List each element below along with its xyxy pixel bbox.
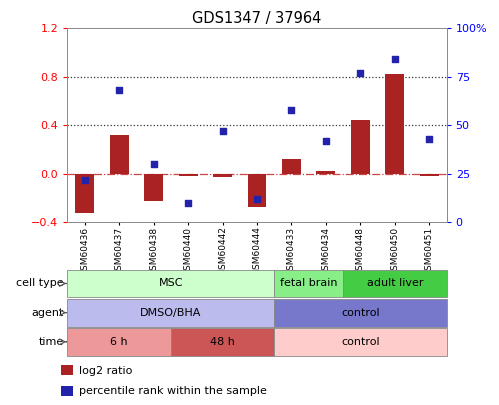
Text: fetal brain: fetal brain: [280, 279, 337, 288]
Text: control: control: [341, 308, 380, 318]
Text: DMSO/BHA: DMSO/BHA: [140, 308, 202, 318]
Bar: [420, 174, 439, 176]
Bar: [61, 386, 73, 396]
Text: cell type: cell type: [16, 279, 63, 288]
Point: [219, 128, 227, 134]
Text: agent: agent: [31, 308, 63, 318]
Bar: [67, 269, 274, 298]
Point: [115, 87, 123, 94]
Bar: [67, 298, 274, 327]
Bar: [171, 328, 274, 356]
Title: GDS1347 / 37964: GDS1347 / 37964: [192, 11, 322, 26]
Bar: [316, 171, 335, 174]
Text: 6 h: 6 h: [110, 337, 128, 347]
Point: [184, 200, 192, 206]
Text: adult liver: adult liver: [367, 279, 423, 288]
Bar: [179, 174, 198, 176]
Bar: [274, 298, 447, 327]
Point: [356, 70, 364, 76]
Bar: [75, 174, 94, 213]
Point: [391, 56, 399, 63]
Bar: [61, 365, 73, 375]
Bar: [213, 174, 232, 177]
Bar: [110, 135, 129, 174]
Text: percentile rank within the sample: percentile rank within the sample: [79, 386, 267, 396]
Bar: [274, 328, 447, 356]
Point: [322, 138, 330, 144]
Point: [287, 107, 295, 113]
Bar: [282, 159, 301, 174]
Bar: [274, 269, 343, 298]
Text: log2 ratio: log2 ratio: [79, 366, 133, 375]
Bar: [351, 121, 370, 174]
Bar: [248, 174, 266, 207]
Point: [253, 196, 261, 202]
Bar: [67, 328, 171, 356]
Text: time: time: [38, 337, 63, 347]
Text: control: control: [341, 337, 380, 347]
Bar: [343, 269, 447, 298]
Text: MSC: MSC: [159, 279, 183, 288]
Bar: [144, 174, 163, 200]
Point: [150, 161, 158, 167]
Text: 48 h: 48 h: [210, 337, 235, 347]
Point: [81, 177, 89, 183]
Bar: [385, 75, 404, 174]
Point: [425, 136, 433, 142]
